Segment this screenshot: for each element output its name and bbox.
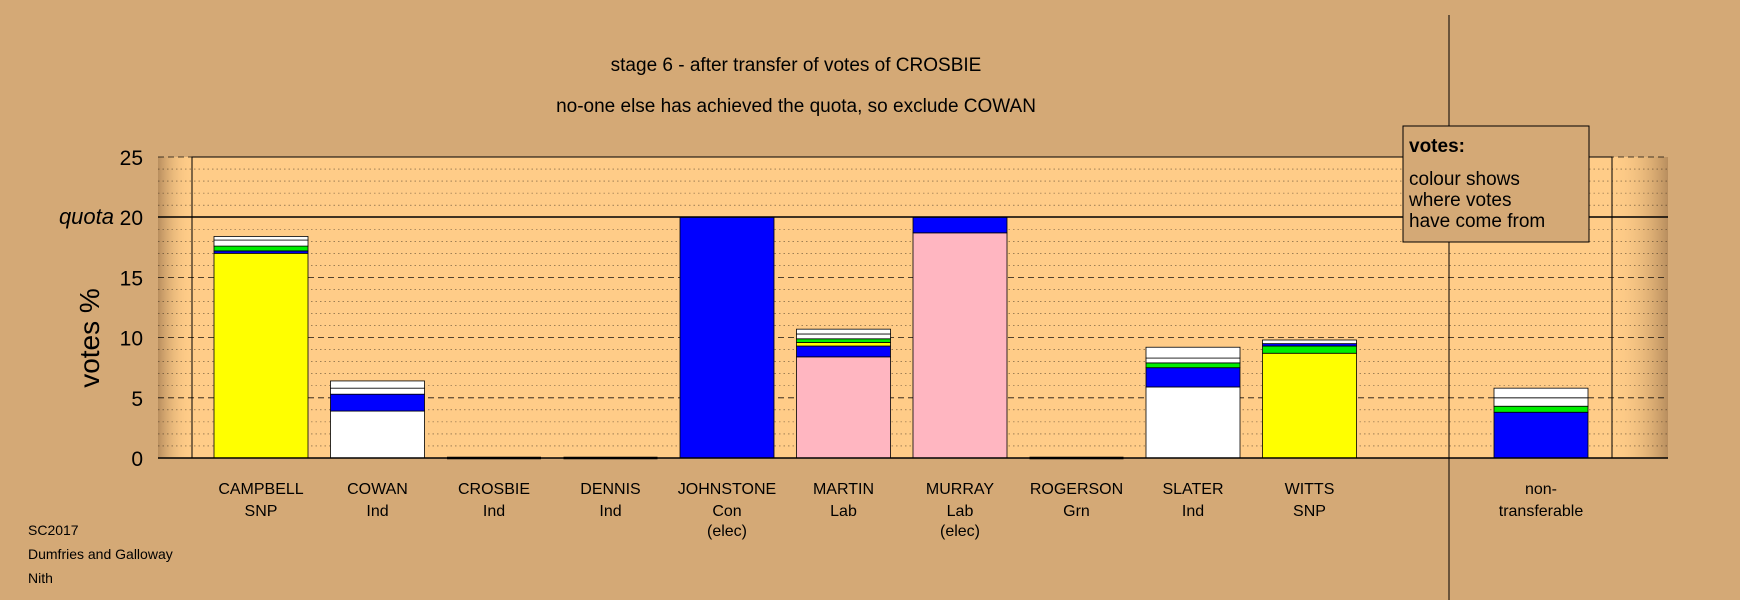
bar-segment-campbell-2 xyxy=(213,245,309,252)
y-tick-label: 25 xyxy=(120,147,143,170)
candidate-party-slater: Ind xyxy=(1182,503,1204,520)
nontransferable-label-2: transferable xyxy=(1499,503,1584,520)
x-axis-labels: CAMPBELL SNP COWAN Ind CROSBIE Ind DENNIS Ind JO… xyxy=(218,481,1583,540)
y-tick-label: 5 xyxy=(131,388,143,411)
candidate-party-murray: Lab xyxy=(947,503,974,520)
candidate-party-cowan: Ind xyxy=(366,503,388,520)
candidate-name-campbell: CAMPBELL xyxy=(218,481,303,498)
bar-segment-martin-3 xyxy=(796,338,891,343)
bar-segment-slater-1 xyxy=(1145,367,1241,388)
bar-segment-witts-1 xyxy=(1262,345,1357,354)
y-tick-label: 15 xyxy=(120,267,143,290)
candidate-name-cowan: COWAN xyxy=(347,481,408,498)
bar-segment-witts-0 xyxy=(1262,352,1357,459)
plot-shade-right xyxy=(1612,157,1668,458)
bar-segment-campbell-0 xyxy=(213,252,309,459)
bar-segment-martin-4 xyxy=(796,333,891,340)
bar-segment-nontransferable-2 xyxy=(1493,397,1589,407)
footer-ward: Nith xyxy=(28,570,53,586)
legend-line-2: where votes xyxy=(1408,190,1511,211)
bar-segment-johnstone-0 xyxy=(679,216,775,459)
y-axis-label: votes % xyxy=(74,288,105,388)
bar-segment-martin-2 xyxy=(796,342,891,347)
candidate-name-witts: WITTS xyxy=(1285,481,1335,498)
candidate-name-rogerson: ROGERSON xyxy=(1030,481,1123,498)
bar-segment-martin-1 xyxy=(796,345,891,358)
bar-segment-slater-4 xyxy=(1145,346,1241,359)
chart-subtitle: no-one else has achieved the quota, so e… xyxy=(556,96,1036,117)
candidate-party-martin: Lab xyxy=(830,503,857,520)
y-tick-label: 0 xyxy=(131,448,143,471)
candidate-name-martin: MARTIN xyxy=(813,481,874,498)
y-tick-label: 10 xyxy=(120,328,143,351)
candidate-party-johnstone: Con xyxy=(712,503,741,520)
bar-segment-campbell-4 xyxy=(213,236,309,241)
candidate-party-dennis: Ind xyxy=(599,503,621,520)
candidate-name-slater: SLATER xyxy=(1162,481,1223,498)
legend-line-3: have come from xyxy=(1409,211,1545,232)
candidate-party-rogerson: Grn xyxy=(1063,503,1090,520)
plot-shade-left xyxy=(158,157,192,458)
bar-segment-murray-1 xyxy=(912,216,1008,234)
bar-segment-cowan-0 xyxy=(330,410,425,459)
legend-title: votes: xyxy=(1409,136,1465,157)
bar-segment-slater-0 xyxy=(1145,386,1241,459)
candidate-name-crosbie: CROSBIE xyxy=(458,481,530,498)
bar-segment-martin-0 xyxy=(796,356,891,459)
bar-segment-nontransferable-3 xyxy=(1493,387,1589,399)
bar-segment-slater-2 xyxy=(1145,362,1241,369)
footer-council: Dumfries and Galloway xyxy=(28,546,173,562)
bar-segment-cowan-2 xyxy=(330,387,425,395)
bar-segment-witts-3 xyxy=(1262,339,1357,345)
quota-label: quota xyxy=(59,204,114,229)
y-tick-label: 20 xyxy=(120,207,143,230)
legend: votes: colour shows where votes have com… xyxy=(1402,125,1590,243)
chart-title: stage 6 - after transfer of votes of CRO… xyxy=(611,55,982,76)
bar-segment-cowan-3 xyxy=(330,380,425,389)
candidate-party-witts: SNP xyxy=(1293,503,1326,520)
candidate-name-murray: MURRAY xyxy=(926,481,994,498)
bar-segment-cowan-1 xyxy=(330,393,425,412)
bar-segment-nontransferable-1 xyxy=(1493,405,1589,413)
legend-line-1: colour shows xyxy=(1409,169,1520,190)
candidate-party-crosbie: Ind xyxy=(483,503,505,520)
footer-election: SC2017 xyxy=(28,522,79,538)
bar-segment-murray-0 xyxy=(912,232,1008,459)
bar-segment-slater-3 xyxy=(1145,357,1241,364)
candidate-party-campbell: SNP xyxy=(245,503,278,520)
candidate-note-johnstone: (elec) xyxy=(707,523,747,540)
y-axis-ticks: 0 5 10 15 20 25 xyxy=(120,147,143,471)
legend-box xyxy=(1402,125,1590,243)
nontransferable-label-1: non- xyxy=(1525,481,1557,498)
bar-segment-nontransferable-0 xyxy=(1493,411,1589,459)
bars-group xyxy=(213,216,1589,460)
bar-segment-martin-5 xyxy=(796,328,891,335)
candidate-name-johnstone: JOHNSTONE xyxy=(678,481,776,498)
candidate-name-dennis: DENNIS xyxy=(580,481,640,498)
candidate-note-murray: (elec) xyxy=(940,523,980,540)
bar-segment-campbell-3 xyxy=(213,239,309,247)
